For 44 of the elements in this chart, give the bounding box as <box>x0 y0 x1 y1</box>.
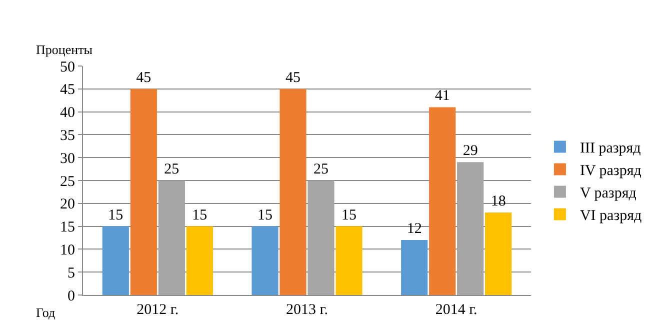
legend-label: VI разряд <box>580 208 642 224</box>
y-tick-label: 45 <box>60 82 75 98</box>
y-tick-label: 35 <box>60 128 75 144</box>
data-label: 25 <box>314 162 328 178</box>
y-tick-label: 15 <box>60 220 75 236</box>
data-label: 15 <box>192 207 208 224</box>
legend-label: IV разряд <box>580 163 642 180</box>
y-tick-label: 10 <box>60 242 75 258</box>
legend-label: V разряд <box>580 186 637 202</box>
y-tick-label: 5 <box>68 265 75 282</box>
data-label: 41 <box>434 88 450 104</box>
bar <box>130 88 157 295</box>
bar <box>158 180 185 295</box>
legend-label: III разряд <box>580 140 642 157</box>
data-label: 12 <box>406 221 422 238</box>
data-label: 45 <box>136 70 152 86</box>
y-tick-label: 50 <box>60 59 75 76</box>
bar <box>401 240 428 295</box>
y-tick-label: 40 <box>60 105 75 122</box>
bar <box>485 212 512 295</box>
y-tick-label: 30 <box>60 150 75 167</box>
y-tick-label: 20 <box>60 196 75 213</box>
x-tick-label: 2013 г. <box>286 302 328 318</box>
bar <box>186 226 213 295</box>
bar <box>102 226 129 295</box>
bar <box>429 107 456 295</box>
bar <box>308 180 334 295</box>
data-label: 15 <box>342 207 356 224</box>
y-tick-label: 0 <box>68 288 75 304</box>
y-axis-title: Проценты <box>36 42 93 57</box>
data-label: 29 <box>462 143 478 160</box>
bar <box>457 162 484 295</box>
bar <box>280 88 306 295</box>
x-axis-title: Год <box>36 305 56 320</box>
data-label: 45 <box>286 70 300 86</box>
bar <box>336 226 362 295</box>
data-label: 18 <box>490 194 506 210</box>
data-label: 15 <box>258 207 272 224</box>
data-label: 25 <box>164 162 180 178</box>
bar <box>252 226 278 295</box>
x-tick-label: 2014 г. <box>435 302 478 318</box>
y-tick-label: 25 <box>60 174 75 190</box>
data-label: 15 <box>108 207 124 224</box>
x-tick-label: 2012 г. <box>136 302 179 318</box>
